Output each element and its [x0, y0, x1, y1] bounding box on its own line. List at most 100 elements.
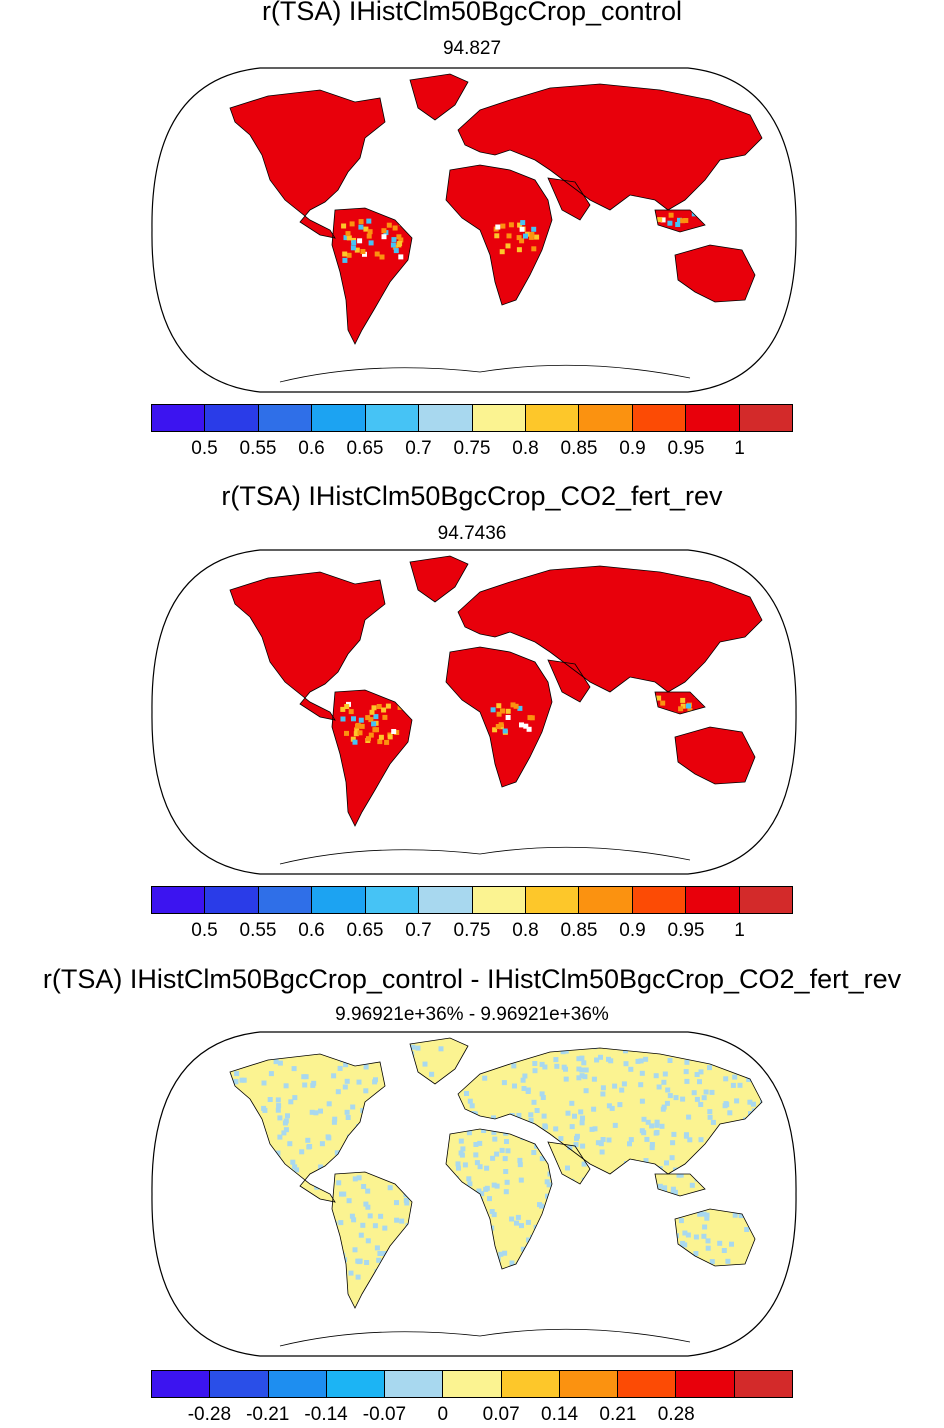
- land-region: [446, 647, 552, 787]
- colorbar-tick-label: 1: [734, 920, 745, 941]
- colorbar-swatch: [258, 887, 313, 913]
- panel1-title: r(TSA) IHistClm50BgcCrop_control: [261, 0, 683, 26]
- world-map-group: [151, 67, 797, 393]
- colorbar-tick-label: 0: [437, 1404, 449, 1425]
- colorbar-tick-label: 0.95: [667, 920, 705, 941]
- land-region: [655, 692, 705, 714]
- colorbar-swatch: [205, 887, 259, 913]
- panel2-colorbar-labels: 0.5 0.55 0.6 0.65 0.7 0.75 0.8 0.85 0.9 0.95 1: [151, 920, 793, 944]
- colorbar-tick-label: 0.7: [405, 920, 432, 941]
- panel1-subtitle: 94.827: [442, 38, 502, 59]
- coastline: [547, 1141, 591, 1185]
- coastline: [547, 659, 591, 703]
- coastline: [445, 646, 553, 788]
- colorbar-swatch: [632, 887, 687, 913]
- colorbar-tick-label: 0.75: [453, 920, 491, 941]
- colorbar-swatch: [676, 1371, 735, 1397]
- colorbar-swatch: [472, 405, 526, 431]
- land-region: [655, 1174, 705, 1196]
- panel1-colorbar-labels: 0.5 0.55 0.6 0.65 0.7 0.75 0.8 0.85 0.9 0.95 1: [151, 438, 793, 462]
- colorbar-swatch: [385, 1371, 444, 1397]
- coastline: [229, 1053, 386, 1203]
- antarctica-coastline: [279, 1328, 691, 1347]
- panel1-colorbar: [151, 404, 793, 432]
- coastline: [674, 1208, 756, 1267]
- colorbar-tick-label: 0.14: [541, 1404, 579, 1425]
- panel1-map: [151, 67, 797, 393]
- colorbar-swatch: [525, 887, 580, 913]
- colorbar-tick-label: 0.65: [346, 920, 384, 941]
- colorbar-swatch: [268, 1371, 327, 1397]
- panel2-map: [151, 549, 797, 875]
- colorbar-swatch: [210, 1371, 269, 1397]
- land-region: [410, 74, 468, 120]
- land-region: [548, 1142, 590, 1184]
- coastline: [331, 207, 413, 345]
- coastline: [229, 89, 386, 239]
- colorbar-tick-label: 0.55: [239, 438, 277, 459]
- colorbar-swatch: [152, 887, 206, 913]
- land-region: [458, 566, 762, 692]
- colorbar-tick-label: 0.07: [482, 1404, 520, 1425]
- world-map-group: [151, 1031, 797, 1357]
- coastline: [445, 1128, 553, 1270]
- panel3-colorbar: [151, 1370, 793, 1398]
- antarctica-coastline: [279, 846, 691, 865]
- world-map-group: [151, 549, 797, 875]
- coastline: [331, 1171, 413, 1309]
- colorbar-swatch: [152, 405, 206, 431]
- land-region: [675, 245, 755, 302]
- colorbar-swatch: [312, 405, 366, 431]
- colorbar-swatch: [501, 1371, 560, 1397]
- colorbar-swatch: [739, 405, 793, 431]
- colorbar-swatch: [686, 887, 740, 913]
- colorbar-swatch: [152, 1371, 211, 1397]
- colorbar-tick-label: 0.7: [405, 438, 432, 459]
- colorbar-swatch: [365, 405, 420, 431]
- land-region: [230, 572, 385, 720]
- colorbar-tick-label: 0.85: [560, 920, 598, 941]
- panel2-colorbar: [151, 886, 793, 914]
- coastline: [674, 244, 756, 303]
- colorbar-swatch: [472, 887, 526, 913]
- coastline: [457, 83, 763, 211]
- panel2-title: r(TSA) IHistClm50BgcCrop_CO2_fert_rev: [221, 481, 723, 511]
- land-region: [230, 90, 385, 238]
- colorbar-tick-label: 0.28: [657, 1404, 695, 1425]
- colorbar-tick-label: 0.85: [560, 438, 598, 459]
- coastline: [409, 73, 469, 121]
- colorbar-swatch: [326, 1371, 386, 1397]
- coastline: [654, 209, 706, 233]
- colorbar-tick-label: 1: [734, 438, 745, 459]
- panel2-subtitle: 94.7436: [437, 523, 507, 544]
- panel3-map: [151, 1031, 797, 1357]
- colorbar-swatch: [579, 887, 633, 913]
- land-region: [675, 727, 755, 784]
- land-region: [548, 660, 590, 702]
- coastline: [654, 1173, 706, 1197]
- colorbar-swatch: [365, 887, 420, 913]
- coastline: [409, 555, 469, 603]
- coastline: [445, 164, 553, 306]
- colorbar-swatch: [618, 1371, 677, 1397]
- colorbar-tick-label: 0.5: [191, 438, 218, 459]
- colorbar-tick-label: 0.5: [191, 920, 218, 941]
- colorbar-swatch: [632, 405, 687, 431]
- colorbar-tick-label: 0.8: [512, 438, 539, 459]
- panel3-subtitle: 9.96921e+36% - 9.96921e+36%: [335, 1004, 609, 1025]
- coastline: [547, 177, 591, 221]
- colorbar-tick-label: 0.6: [298, 438, 325, 459]
- panel3-title: r(TSA) IHistClm50BgcCrop_control - IHist…: [42, 964, 902, 994]
- land-region: [230, 1054, 385, 1202]
- colorbar-swatch: [443, 1371, 502, 1397]
- land-region: [446, 1129, 552, 1269]
- colorbar-tick-label: -0.21: [246, 1404, 290, 1425]
- colorbar-swatch: [734, 1371, 792, 1397]
- colorbar-tick-label: 0.65: [346, 438, 384, 459]
- colorbar-tick-label: 0.75: [453, 438, 491, 459]
- colorbar-tick-label: -0.28: [187, 1404, 232, 1425]
- coastline: [654, 691, 706, 715]
- colorbar-swatch: [419, 887, 473, 913]
- land-region: [410, 556, 468, 602]
- land-region: [332, 690, 412, 826]
